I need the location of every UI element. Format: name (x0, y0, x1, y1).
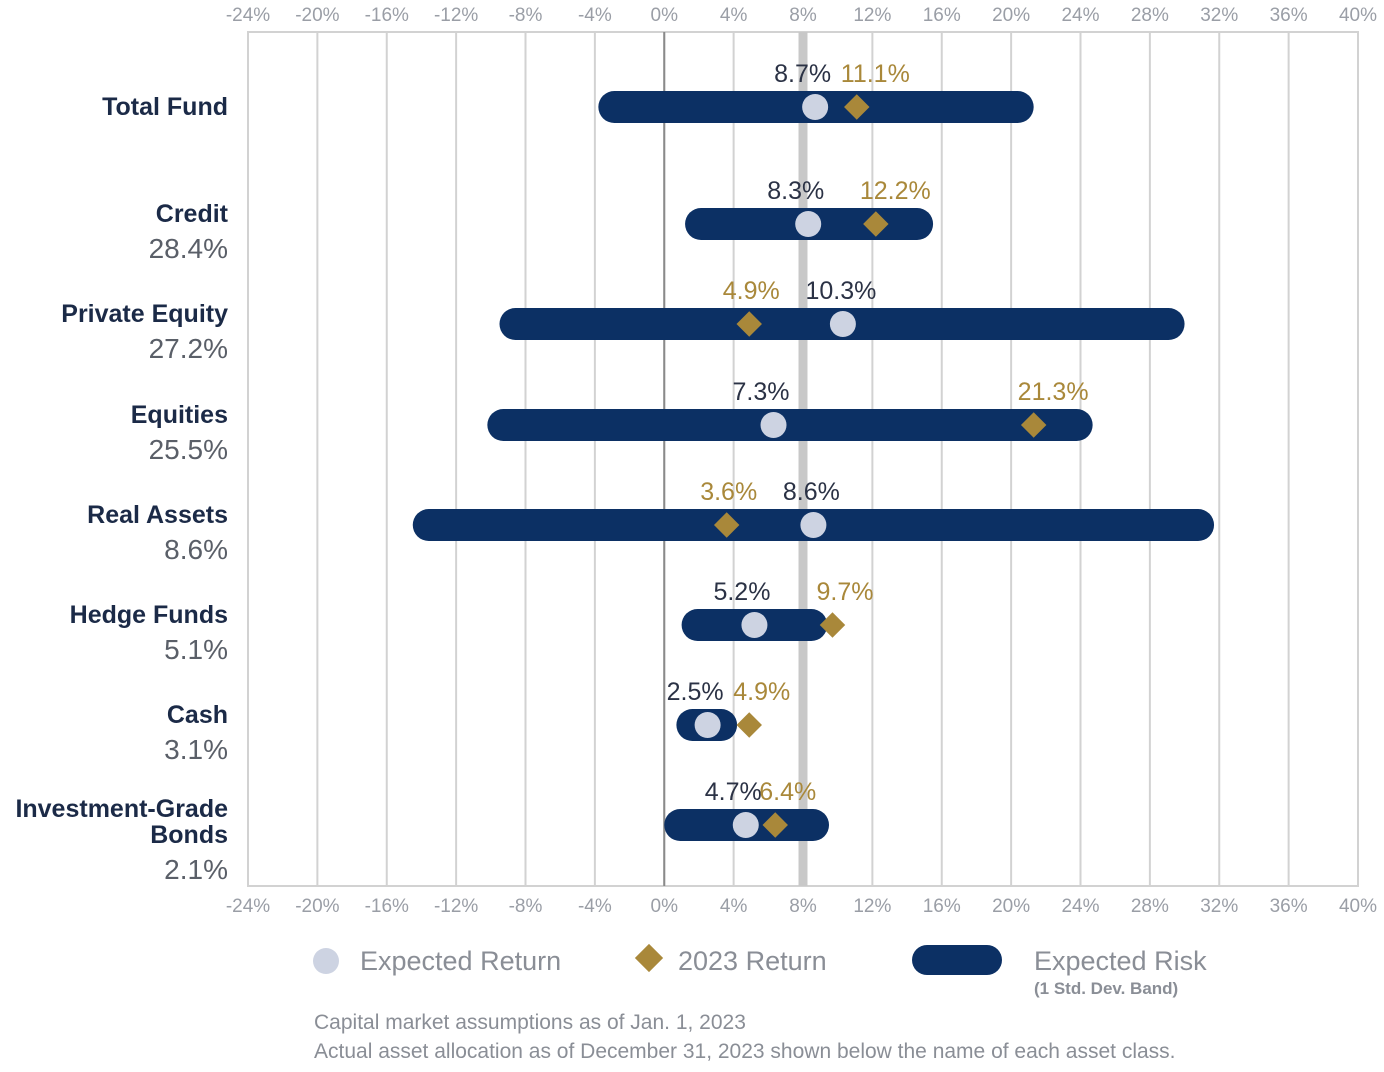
x-tick-label-top: -24% (226, 5, 270, 26)
x-tick-label-bottom: 8% (789, 896, 817, 917)
x-tick-label-bottom: 32% (1200, 896, 1238, 917)
x-tick-label-bottom: -20% (295, 896, 339, 917)
x-tick-label-bottom: 16% (923, 896, 961, 917)
legend-expected-risk-label: Expected Risk (1034, 946, 1207, 976)
risk-band (487, 409, 1093, 441)
x-tick-label-bottom: 4% (720, 896, 748, 917)
x-tick-label-bottom: 24% (1061, 896, 1099, 917)
category-name: Cash (167, 701, 228, 729)
actual-2023-label: 6.4% (759, 778, 816, 806)
expected-return-label: 10.3% (805, 277, 876, 305)
expected-return-label: 4.7% (705, 778, 762, 806)
footnote-allocation: Actual asset allocation as of December 3… (314, 1040, 1176, 1063)
x-tick-label-top: 32% (1200, 5, 1238, 26)
x-tick-label-bottom: -24% (226, 896, 270, 917)
x-tick-label-bottom: -16% (365, 896, 409, 917)
x-tick-label-bottom: -12% (434, 896, 478, 917)
expected-return-label: 8.3% (767, 177, 824, 205)
category-name: Bonds (150, 821, 228, 849)
x-tick-label-bottom: 0% (651, 896, 679, 917)
x-tick-label-top: 16% (923, 5, 961, 26)
x-tick-label-bottom: 12% (853, 896, 891, 917)
expected-return-dot (732, 812, 759, 838)
category-allocation: 27.2% (149, 333, 228, 364)
category-allocation: 3.1% (164, 734, 228, 765)
category-name: Total Fund (102, 93, 228, 121)
footnote-assumptions: Capital market assumptions as of Jan. 1,… (314, 1011, 746, 1034)
legend-expected-risk-sublabel: (1 Std. Dev. Band) (1034, 979, 1178, 998)
x-tick-label-top: 36% (1270, 5, 1308, 26)
category-allocation: 8.6% (164, 534, 228, 565)
legend-expected-return-icon (313, 948, 339, 974)
category-allocation: 5.1% (164, 634, 228, 665)
category-name: Hedge Funds (70, 601, 228, 629)
x-tick-label-top: -4% (578, 5, 612, 26)
actual-2023-diamond (736, 311, 762, 337)
x-tick-label-top: -16% (365, 5, 409, 26)
actual-2023-diamond (713, 512, 740, 538)
expected-return-dot (800, 512, 827, 538)
x-tick-label-bottom: 20% (992, 896, 1030, 917)
x-tick-label-top: 12% (853, 5, 891, 26)
x-tick-label-top: 4% (720, 5, 748, 26)
actual-2023-diamond (819, 612, 846, 638)
category-allocation: 2.1% (164, 854, 228, 885)
x-tick-label-top: 28% (1131, 5, 1169, 26)
x-tick-label-top: 24% (1061, 5, 1099, 26)
x-tick-label-top: 20% (992, 5, 1030, 26)
expected-return-label: 7.3% (733, 378, 790, 406)
actual-2023-diamond (762, 812, 788, 838)
x-tick-label-bottom: -4% (578, 896, 612, 917)
legend-2023-return-icon (634, 943, 664, 973)
actual-2023-label: 9.7% (816, 578, 873, 606)
category-allocation: 28.4% (149, 233, 228, 264)
actual-2023-diamond (736, 712, 762, 738)
expected-return-dot (741, 612, 768, 638)
x-tick-label-top: 8% (789, 5, 817, 26)
category-name: Equities (131, 401, 228, 429)
expected-return-dot (802, 94, 829, 120)
actual-2023-label: 4.9% (733, 678, 790, 706)
expected-return-dot (795, 211, 822, 237)
legend-2023-return-label: 2023 Return (678, 946, 827, 976)
x-tick-label-top: 0% (651, 5, 679, 26)
expected-return-dot (760, 412, 787, 438)
expected-return-label: 5.2% (713, 578, 770, 606)
x-tick-label-bottom: 40% (1339, 896, 1377, 917)
x-tick-label-top: -12% (434, 5, 478, 26)
legend: Expected Return 2023 Return Expected Ris… (313, 943, 1207, 998)
x-tick-label-top: 40% (1339, 5, 1377, 26)
legend-expected-return-label: Expected Return (360, 946, 561, 976)
expected-return-label: 2.5% (667, 678, 724, 706)
category-name: Investment-Grade (15, 795, 228, 823)
legend-expected-risk-icon (912, 945, 1002, 975)
actual-2023-label: 12.2% (860, 177, 931, 205)
x-tick-label-bottom: -8% (509, 896, 543, 917)
actual-2023-label: 11.1% (841, 60, 910, 88)
expected-return-dot (829, 311, 856, 337)
category-name: Real Assets (87, 501, 228, 529)
expected-return-label: 8.7% (774, 60, 831, 88)
x-tick-label-top: -8% (509, 5, 543, 26)
actual-2023-label: 21.3% (1018, 378, 1089, 406)
category-allocation: 25.5% (149, 434, 228, 465)
expected-return-label: 8.6% (783, 478, 840, 506)
expected-return-dot (694, 712, 721, 738)
actual-2023-label: 4.9% (723, 277, 780, 305)
category-name: Private Equity (61, 300, 228, 328)
actual-2023-diamond (863, 211, 889, 237)
actual-2023-label: 3.6% (700, 478, 757, 506)
category-name: Credit (156, 200, 229, 228)
actual-2023-diamond (844, 94, 870, 120)
x-tick-label-bottom: 36% (1270, 896, 1308, 917)
x-tick-label-bottom: 28% (1131, 896, 1169, 917)
x-tick-label-top: -20% (295, 5, 339, 26)
